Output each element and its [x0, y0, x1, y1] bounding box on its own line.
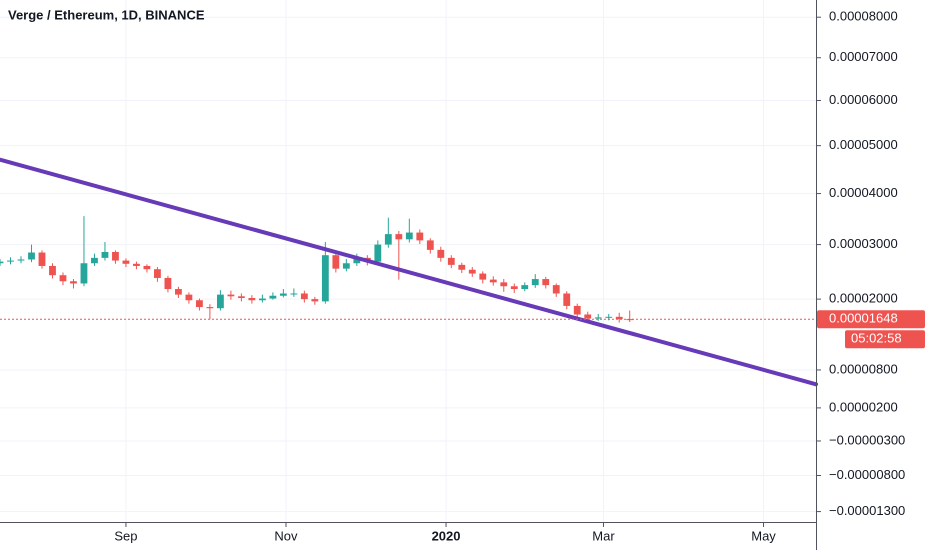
y-tick-label: 0.00004000	[829, 185, 898, 200]
candle-body	[542, 279, 550, 286]
candle-body	[615, 316, 623, 320]
candle-body	[500, 282, 508, 287]
x-tick-label: Sep	[114, 528, 137, 543]
countdown-label: 05:02:58	[851, 331, 902, 346]
candle-body	[552, 285, 560, 294]
candle-body	[416, 232, 424, 241]
plot	[0, 157, 818, 387]
y-tick-label: 0.00005000	[829, 137, 898, 152]
candle-body	[59, 275, 67, 282]
y-tick-label: 0.00000200	[829, 399, 898, 414]
y-tick-label: 0.00002000	[829, 291, 898, 306]
y-tick-label: 0.00008000	[829, 9, 898, 24]
candle-body	[91, 257, 98, 264]
candle-body	[300, 293, 308, 300]
candle-body	[80, 263, 88, 284]
x-tick-label: May	[751, 528, 776, 543]
candle-body	[258, 298, 266, 301]
y-tick-label: −0.00000300	[829, 432, 905, 447]
candle-body	[510, 286, 518, 290]
y-tick-label: −0.00001300	[829, 503, 905, 518]
candle-body	[584, 314, 592, 319]
y-tick-label: 0.00003000	[829, 236, 898, 251]
candle-body	[332, 255, 340, 269]
y-tick-label: 0.00007000	[829, 49, 898, 64]
candle-body	[269, 295, 277, 299]
x-tick-label: Nov	[274, 528, 298, 543]
candle-body	[563, 293, 571, 306]
candle-body	[479, 273, 487, 280]
candle-body	[122, 260, 130, 264]
candle-body	[342, 263, 350, 269]
candle-body	[7, 260, 14, 262]
chart-title: Verge / Ethereum, 1D, BINANCE	[8, 7, 205, 22]
candle-body	[175, 289, 182, 295]
candle-body	[185, 294, 193, 301]
candle-body	[279, 293, 287, 296]
candle-body	[227, 294, 235, 297]
countdown-box	[845, 330, 925, 349]
y-tick-label: −0.00000800	[829, 467, 905, 482]
candle-body	[521, 285, 529, 290]
candle-body	[573, 305, 581, 315]
candle-body	[101, 251, 109, 258]
candle-body	[0, 261, 4, 264]
candle-body	[112, 251, 119, 261]
candle-body	[594, 317, 602, 319]
candle-body	[290, 293, 298, 295]
candle-body	[458, 264, 466, 270]
candle-body	[154, 269, 161, 278]
x-tick-label: Mar	[592, 528, 615, 543]
candle-body	[605, 316, 613, 318]
candle-body	[531, 279, 539, 286]
candle-body	[143, 265, 151, 270]
y-tick-label: 0.00006000	[829, 92, 898, 107]
candle-body	[195, 300, 203, 308]
candle-body	[49, 265, 56, 276]
candle-body	[38, 252, 46, 266]
candle-body	[384, 234, 392, 245]
candle-body	[17, 259, 25, 261]
candle-body	[164, 277, 172, 290]
candle-body	[489, 279, 497, 283]
candle-body	[426, 240, 434, 250]
candle-body	[133, 263, 140, 266]
candle-body	[468, 269, 476, 274]
y-tick-label: 0.00000800	[829, 361, 898, 376]
candle-body	[447, 257, 455, 265]
last-price-label: 0.00001648	[829, 311, 898, 326]
candle-body	[216, 294, 224, 309]
candle-body	[437, 249, 445, 258]
candle-body	[28, 252, 35, 260]
candle-body	[395, 234, 403, 240]
candle-body	[311, 299, 319, 302]
candle-body	[70, 281, 77, 284]
candle-body	[374, 244, 382, 262]
candle-body	[248, 297, 256, 301]
candle-body	[405, 232, 413, 240]
candle-body	[321, 255, 329, 302]
trend-line	[0, 157, 818, 387]
candle-body	[206, 307, 214, 309]
candle-body	[237, 296, 245, 298]
candle-body	[353, 257, 361, 264]
last-price-box	[817, 310, 925, 329]
x-tick-label: 2020	[432, 528, 461, 543]
